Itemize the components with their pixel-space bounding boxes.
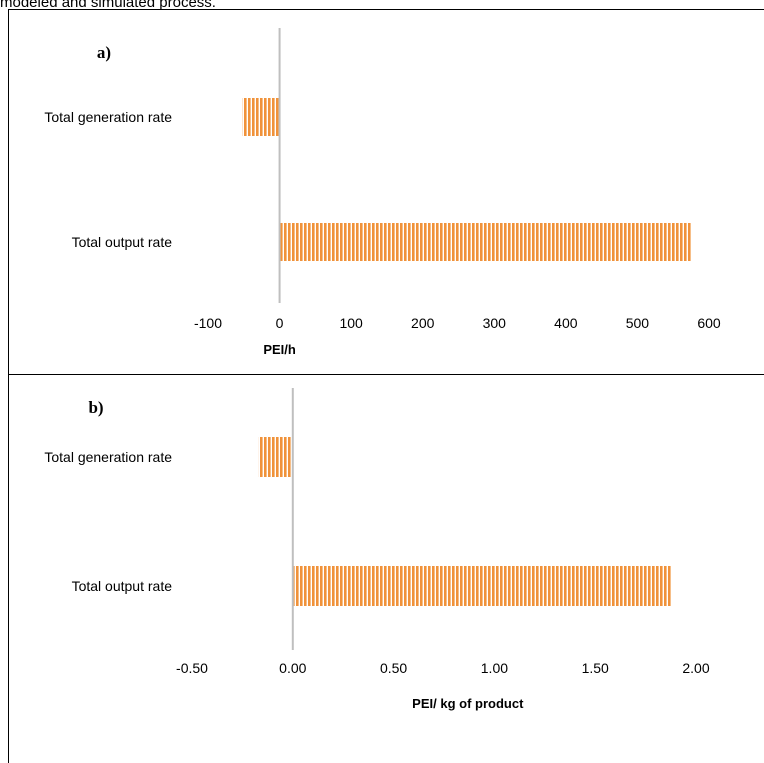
chart-a-category-label: Total output rate (72, 234, 173, 250)
chart-b-tick-label: 1.00 (481, 660, 508, 676)
chart-b-tick-label: 2.00 (682, 660, 709, 676)
chart-b-category-label: Total generation rate (44, 449, 172, 465)
chart-b-tick-label: 0.00 (279, 660, 306, 676)
chart-a-x-axis-title: PEI/h (263, 342, 296, 357)
chart-b-x-axis-title: PEI/ kg of product (412, 696, 524, 711)
chart-b-tick-label: -0.50 (176, 660, 208, 676)
chart-a-panel-label: a) (97, 43, 111, 62)
chart-a-tick-label: 200 (411, 315, 435, 331)
chart-a-bar-2 (279, 223, 692, 261)
chart-a-frame (8, 9, 764, 375)
chart-b-panel-label: b) (88, 398, 103, 417)
chart-a-tick-label: 500 (626, 315, 650, 331)
chart-a-tick-label: 0 (276, 315, 284, 331)
chart-b-bar-1 (258, 437, 293, 477)
chart-b-category-label: Total output rate (72, 578, 173, 594)
figure-caption: modeled and simulated process. (0, 0, 216, 11)
chart-a-tick-label: 600 (697, 315, 721, 331)
chart-a-tick-label: 100 (339, 315, 363, 331)
chart-b-bar-2 (292, 566, 672, 606)
chart-a-tick-label: 400 (554, 315, 578, 331)
chart-a-tick-label: -100 (194, 315, 222, 331)
chart-a-bar-1 (242, 98, 280, 136)
chart-b-tick-label: 1.50 (582, 660, 609, 676)
chart-b-frame (8, 373, 764, 763)
chart-a-tick-label: 300 (483, 315, 507, 331)
chart-b-tick-label: 0.50 (380, 660, 407, 676)
chart-a-category-label: Total generation rate (44, 109, 172, 125)
